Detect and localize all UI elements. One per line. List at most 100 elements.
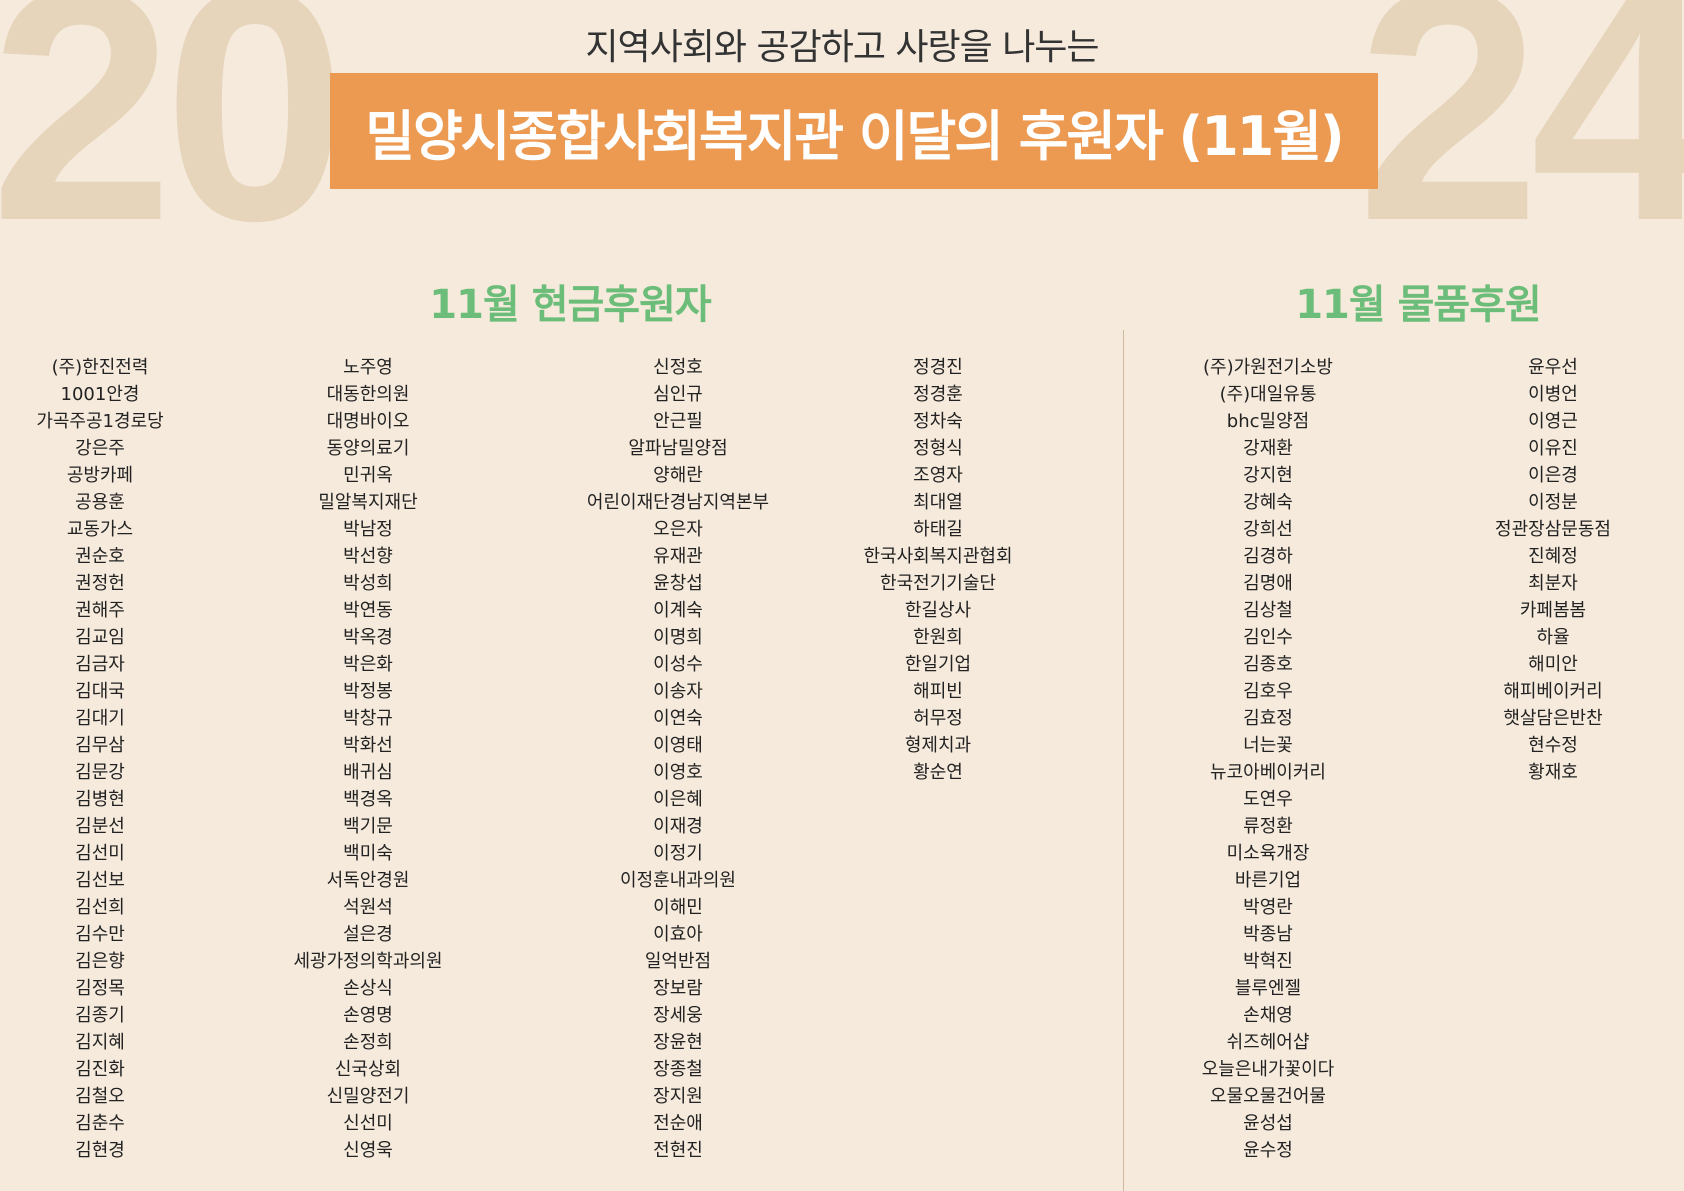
cash-donor-column: 노주영 대동한의원 대명바이오 동양의료기 민귀옥 밀알복지재단 박남정 박선향 박성희 박연동 박… (218, 354, 518, 1164)
donor-name: 김종호 (1243, 654, 1293, 675)
donor-name: 민귀옥 (343, 465, 393, 486)
donor-name: 박정봉 (343, 681, 393, 702)
goods-donors-heading: 11월 물품후원 (1295, 282, 1542, 328)
donor-name: 한일기업 (904, 654, 972, 675)
donor-name: 신국상회 (334, 1059, 402, 1080)
donor-name: 이영근 (1528, 411, 1578, 432)
donor-name: 너는꽃 (1243, 735, 1293, 756)
donor-name: 심인규 (653, 384, 703, 405)
donor-name: 백기문 (343, 816, 393, 837)
donor-name: 정관장삼문동점 (1495, 519, 1611, 540)
donor-name: 박연동 (343, 600, 393, 621)
donor-name: 황재호 (1528, 762, 1578, 783)
donor-name: 김수만 (75, 924, 125, 945)
donor-name: 전현진 (653, 1140, 703, 1161)
donor-name: 이유진 (1528, 438, 1578, 459)
donor-name: 쉬즈헤어샵 (1226, 1032, 1310, 1053)
donor-name: 장종철 (653, 1059, 703, 1080)
subtitle: 지역사회와 공감하고 사랑을 나누는 (585, 27, 1099, 68)
donor-name: 이재경 (653, 816, 703, 837)
section-divider (1123, 330, 1124, 1191)
donor-name: 한국사회복지관협회 (863, 546, 1013, 567)
donor-name: 한국전기기술단 (880, 573, 996, 594)
donor-name: 장윤현 (653, 1032, 703, 1053)
donor-name: 세광가정의학과의원 (293, 951, 443, 972)
donor-name: 배귀심 (343, 762, 393, 783)
donor-name: 형제치과 (904, 735, 972, 756)
donor-name: 김문강 (75, 762, 125, 783)
donor-name: 김은향 (75, 951, 125, 972)
donor-name: 안근필 (653, 411, 703, 432)
donor-name: 김선미 (75, 843, 125, 864)
donor-name: 허무정 (913, 708, 963, 729)
donor-name: 강지현 (1243, 465, 1293, 486)
donor-name: 강은주 (75, 438, 125, 459)
goods-donor-column: 윤우선 이병언 이영근 이유진 이은경 이정분 정관장삼문동점 진혜정 최분자 카페봄봄 하율 해미안… (1403, 354, 1684, 786)
donor-name: 권해주 (75, 600, 125, 621)
donor-name: 김교임 (75, 627, 125, 648)
donor-name: 카페봄봄 (1519, 600, 1587, 621)
donor-name: 김인수 (1243, 627, 1293, 648)
donor-name: 이성수 (653, 654, 703, 675)
donor-name: 하태길 (913, 519, 963, 540)
donor-name: 진혜정 (1528, 546, 1578, 567)
title-banner: 밀양시종합사회복지관 이달의 후원자 (11월) (330, 73, 1378, 189)
donor-name: 대동한의원 (326, 384, 410, 405)
donor-name: 장세웅 (653, 1005, 703, 1026)
donor-name: 유재관 (653, 546, 703, 567)
goods-donor-column: (주)가원전기소방 (주)대일유통 bhc밀양점 강재환 강지현 강혜숙 강희선 김경하 김명애… (1118, 354, 1418, 1164)
donor-name: 미소육개장 (1226, 843, 1310, 864)
donor-name: (주)가원전기소방 (1203, 357, 1333, 378)
donor-name: 김명애 (1243, 573, 1293, 594)
donor-name: 박혁진 (1243, 951, 1293, 972)
donor-name: 신정호 (653, 357, 703, 378)
donor-name: 김춘수 (75, 1113, 125, 1134)
donor-name: 강재환 (1243, 438, 1293, 459)
donor-name: 장지원 (653, 1086, 703, 1107)
donor-name: 오늘은내가꽃이다 (1201, 1059, 1335, 1080)
donor-name: 류정환 (1243, 816, 1293, 837)
donor-name: 박종남 (1243, 924, 1293, 945)
donor-name: 석원석 (343, 897, 393, 918)
donor-name: 해미안 (1528, 654, 1578, 675)
donor-name: 김진화 (75, 1059, 125, 1080)
donor-name: 김철오 (75, 1086, 125, 1107)
donor-name: 서독안경원 (326, 870, 410, 891)
donor-name: 김분선 (75, 816, 125, 837)
donor-name: 김선보 (75, 870, 125, 891)
donor-name: 블루엔젤 (1234, 978, 1302, 999)
page-title: 밀양시종합사회복지관 이달의 후원자 (11월) (365, 104, 1344, 168)
donor-name: 이영태 (653, 735, 703, 756)
donor-name: 손채영 (1243, 1005, 1293, 1026)
donor-name: 박은화 (343, 654, 393, 675)
donor-name: 정경진 (913, 357, 963, 378)
donor-name: 어린이재단경남지역본부 (586, 492, 770, 513)
donor-name: 이은경 (1528, 465, 1578, 486)
donor-name: 이계숙 (653, 600, 703, 621)
cash-donor-column: 정경진 정경훈 정차숙 정형식 조영자 최대열 하태길 한국사회복지관협회 한국전기기술단 한길상… (788, 354, 1088, 786)
donor-name: 오물오물건어물 (1210, 1086, 1326, 1107)
donor-name: 백미숙 (343, 843, 393, 864)
donor-name: 이병언 (1528, 384, 1578, 405)
donor-name: 노주영 (343, 357, 393, 378)
donor-name: 장보람 (653, 978, 703, 999)
donor-name: 강혜숙 (1243, 492, 1293, 513)
donor-name: 밀알복지재단 (318, 492, 418, 513)
donor-name: 오은자 (653, 519, 703, 540)
donor-name: 김정목 (75, 978, 125, 999)
donor-name: 대명바이오 (326, 411, 410, 432)
donor-name: 정차숙 (913, 411, 963, 432)
donor-name: 공용훈 (75, 492, 125, 513)
donor-name: 이정기 (653, 843, 703, 864)
donor-name: 해피베이커리 (1503, 681, 1603, 702)
donor-name: 이영호 (653, 762, 703, 783)
year-decor-right: 24 (1356, 0, 1684, 289)
donor-name: 한원희 (913, 627, 963, 648)
donor-name: 김호우 (1243, 681, 1293, 702)
donor-name: 이정분 (1528, 492, 1578, 513)
donor-name: (주)한진전력 (51, 357, 149, 378)
donor-name: 1001안경 (60, 384, 140, 405)
donor-name: 박화선 (343, 735, 393, 756)
donor-name: 윤수정 (1243, 1140, 1293, 1161)
donor-name: 손정희 (343, 1032, 393, 1053)
